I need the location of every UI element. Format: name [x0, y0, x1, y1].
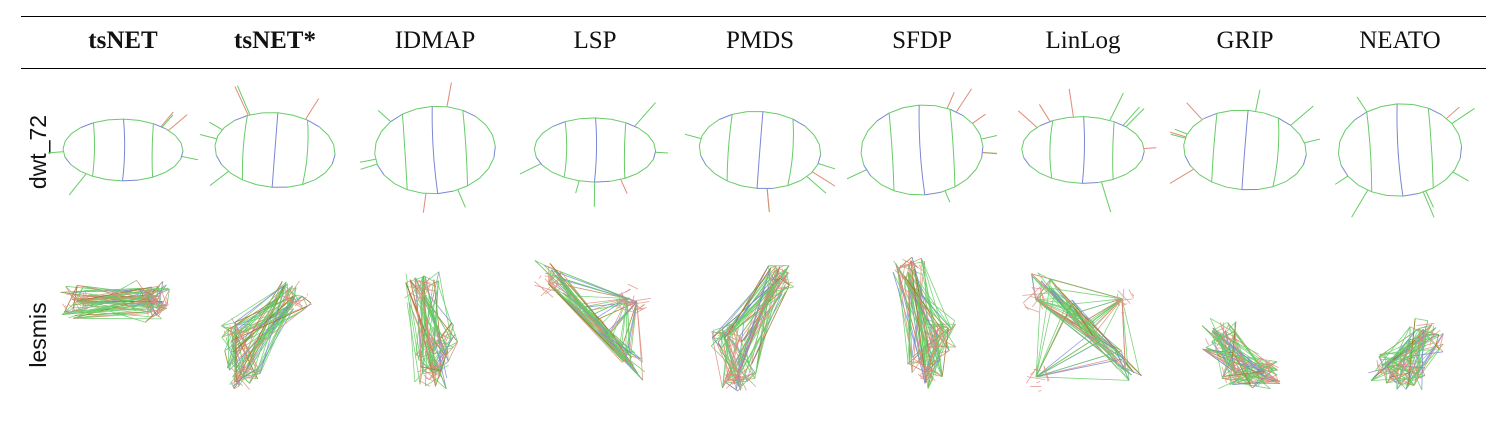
graph-layout-lesmis-4	[685, 252, 835, 392]
graph-drawing	[520, 102, 669, 207]
graph-layout-dwt72-4	[685, 80, 835, 220]
graph-layout-lesmis-0	[48, 252, 198, 392]
column-header-tsnet: tsNET	[88, 27, 158, 54]
graph-drawing	[404, 271, 458, 390]
graph-drawing	[892, 256, 956, 389]
column-header-linlog: LinLog	[1045, 27, 1121, 54]
graph-layout-lesmis-8	[1325, 252, 1475, 392]
graph-layout-dwt72-6	[1008, 80, 1158, 220]
graph-layout-lesmis-7	[1170, 252, 1320, 392]
column-header-sfdp: SFDP	[892, 27, 952, 54]
graph-layout-lesmis-1	[200, 252, 350, 392]
graph-layout-dwt72-5	[847, 80, 997, 220]
top-rule	[21, 16, 1486, 17]
graph-drawing	[685, 111, 835, 213]
graph-drawing	[48, 111, 198, 196]
graph-layout-dwt72-3	[520, 80, 670, 220]
graph-drawing	[1334, 96, 1475, 218]
graph-drawing	[1017, 88, 1157, 213]
graph-drawing	[711, 264, 795, 392]
column-header-idmap: IDMAP	[394, 27, 476, 54]
graph-layout-dwt72-1	[200, 80, 350, 220]
graph-layout-lesmis-5	[847, 252, 997, 392]
graph-layout-dwt72-0	[48, 80, 198, 220]
graph-layout-dwt72-8	[1325, 80, 1475, 220]
graph-drawing	[60, 280, 170, 323]
graph-layout-lesmis-6	[1008, 252, 1158, 392]
graph-layout-dwt72-2	[360, 80, 510, 220]
graph-drawing	[221, 280, 313, 391]
graph-drawing	[1022, 272, 1142, 392]
column-header-pmds: PMDS	[725, 27, 795, 54]
graph-drawing	[1368, 318, 1444, 390]
header-rule	[21, 68, 1486, 69]
column-header-tsnet: tsNET*	[234, 27, 316, 54]
graph-drawing	[200, 85, 336, 188]
column-header-lsp: LSP	[573, 27, 617, 54]
column-header-grip: GRIP	[1216, 27, 1274, 54]
graph-drawing	[1170, 89, 1320, 191]
graph-layout-lesmis-3	[520, 252, 670, 392]
column-header-neato: NEATO	[1359, 27, 1441, 54]
graph-layout-lesmis-2	[360, 252, 510, 392]
graph-layout-dwt72-7	[1170, 80, 1320, 220]
graph-drawing	[360, 82, 496, 213]
graph-drawing	[1201, 317, 1281, 390]
graph-drawing	[847, 88, 997, 203]
graph-drawing	[534, 260, 652, 381]
